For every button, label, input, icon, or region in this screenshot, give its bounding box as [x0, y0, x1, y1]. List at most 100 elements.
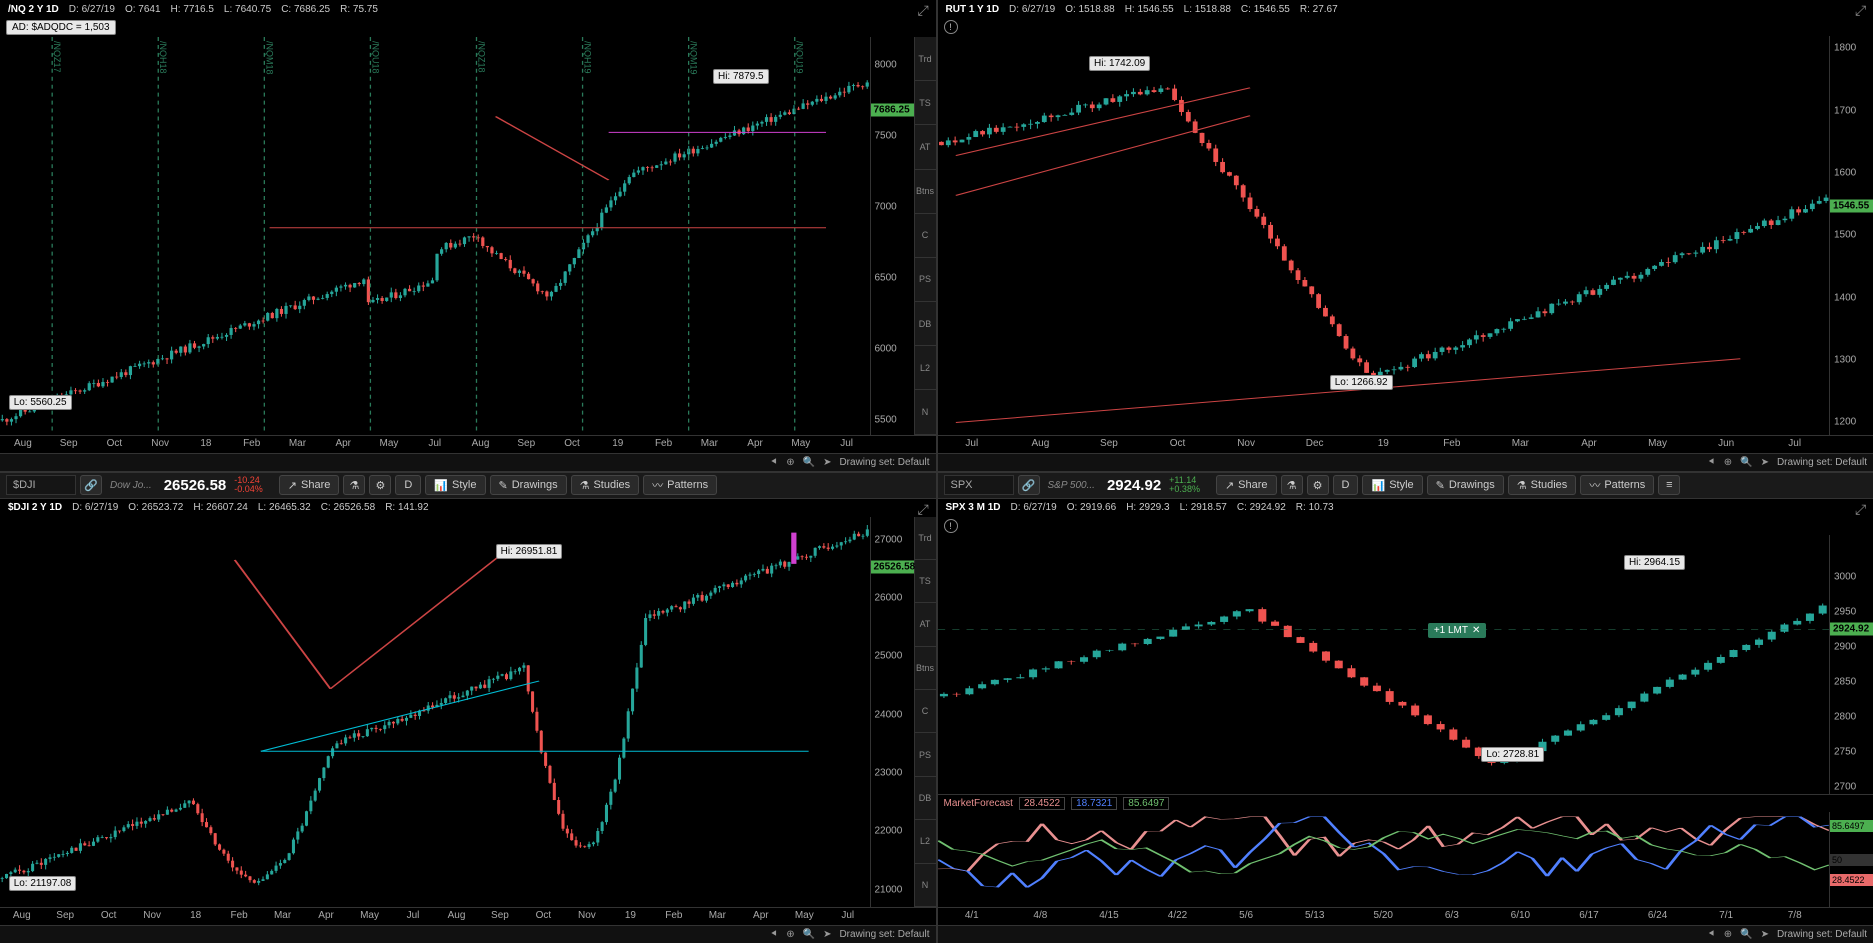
side-tab-l2[interactable]: L2: [915, 820, 936, 863]
style-button[interactable]: 📊 Style: [1362, 475, 1422, 495]
crosshair-icon[interactable]: ⊕: [1724, 457, 1732, 468]
link-icon[interactable]: 🔗: [1018, 475, 1040, 495]
yaxis-rut: 18001700160015001400130012001546.55: [1829, 36, 1873, 435]
zoom-icon[interactable]: 🔍: [1740, 929, 1752, 940]
price-label: Lo: 5560.25: [9, 395, 72, 410]
yaxis-nq: 8000750070006500600055007686.25: [870, 37, 914, 435]
nav-left-icon[interactable]: ⯇: [1708, 929, 1716, 940]
panel-spx: 🔗 S&P 500... 2924.92 +11.14 +0.38% ↗ Sha…: [938, 473, 1873, 943]
crosshair-icon[interactable]: ⊕: [786, 457, 794, 468]
info-icon[interactable]: !: [944, 20, 958, 34]
drawings-button[interactable]: ✎ Drawings: [1427, 475, 1504, 495]
ohlc-bar-nq: /NQ 2 Y 1D D: 6/27/19 O: 7641 H: 7716.5 …: [0, 0, 936, 18]
chart-nq[interactable]: /NQZ17/NQH18/NQM18/NQU18/NQZ18/NQH19/NQM…: [0, 37, 870, 435]
side-tab-at[interactable]: AT: [915, 603, 936, 646]
drawing-set-label[interactable]: Drawing set: Default: [839, 929, 929, 940]
side-tab-trd[interactable]: Trd: [915, 37, 936, 81]
panel-nq: /NQ 2 Y 1D D: 6/27/19 O: 7641 H: 7716.5 …: [0, 0, 936, 471]
symbol-input-spx[interactable]: [944, 475, 1014, 495]
contract-label: /NQM18: [264, 41, 274, 75]
nav-left-icon[interactable]: ⯇: [1708, 457, 1716, 468]
side-tab-l2[interactable]: L2: [915, 346, 936, 390]
link-icon[interactable]: 🔗: [80, 475, 102, 495]
drawing-set-label[interactable]: Drawing set: Default: [1777, 929, 1867, 940]
patterns-button[interactable]: 〰 Patterns: [1580, 475, 1654, 495]
desc-dji: Dow Jo...: [110, 480, 152, 491]
chart-rut[interactable]: Hi: 1742.09Lo: 1266.92: [938, 36, 1830, 435]
chart-dji[interactable]: Hi: 26951.81 Lo: 21197.08: [0, 517, 870, 908]
side-tab-n[interactable]: N: [915, 390, 936, 434]
xaxis-nq: AugSepOctNov18FebMarAprMayJulAugSepOct19…: [0, 435, 870, 453]
side-tab-c[interactable]: C: [915, 214, 936, 258]
share-button[interactable]: ↗ Share: [279, 475, 340, 495]
side-tab-ts[interactable]: TS: [915, 81, 936, 125]
gear-icon[interactable]: ⚙: [1307, 475, 1329, 495]
side-tab-ps[interactable]: PS: [915, 733, 936, 776]
gear-icon[interactable]: ⚙: [369, 475, 391, 495]
ohlc-bar-rut: RUT 1 Y 1D D: 6/27/19 O: 1518.88 H: 1546…: [938, 0, 1873, 18]
side-tab-db[interactable]: DB: [915, 777, 936, 820]
title-spx: SPX 3 M 1D: [946, 502, 1001, 513]
zoom-icon[interactable]: 🔍: [803, 929, 815, 940]
menu-icon[interactable]: ≡: [1658, 475, 1680, 495]
drawing-set-label[interactable]: Drawing set: Default: [839, 457, 929, 468]
nav-left-icon[interactable]: ⯇: [770, 457, 778, 468]
contract-label: /NQU18: [370, 41, 380, 74]
desc-spx: S&P 500...: [1048, 480, 1095, 491]
interval-button[interactable]: D: [1333, 475, 1359, 495]
chart-spx[interactable]: Hi: 2964.15Lo: 2728.81+1 LMT ✕: [938, 535, 1830, 795]
drawings-button[interactable]: ✎ Drawings: [490, 475, 567, 495]
zoom-icon[interactable]: 🔍: [1740, 457, 1752, 468]
price-label: Hi: 26951.81: [496, 544, 563, 559]
lmt-order-badge[interactable]: +1 LMT ✕: [1428, 623, 1487, 638]
last-price-dji: 26526.58: [164, 477, 227, 494]
maximize-icon[interactable]: ⤢: [918, 501, 934, 517]
nav-left-icon[interactable]: ⯇: [770, 929, 778, 940]
xaxis-dji: AugSepOctNov18FebMarAprMayJulAugSepOctNo…: [0, 907, 870, 925]
side-tab-ts[interactable]: TS: [915, 560, 936, 603]
crosshair-icon[interactable]: ⊕: [786, 929, 794, 940]
title-rut: RUT 1 Y 1D: [946, 4, 1000, 15]
side-tab-db[interactable]: DB: [915, 302, 936, 346]
side-tab-c[interactable]: C: [915, 690, 936, 733]
symbol-input-dji[interactable]: [6, 475, 76, 495]
maximize-icon[interactable]: ⤢: [1855, 2, 1871, 18]
side-tab-btns[interactable]: Btns: [915, 170, 936, 214]
cursor-icon[interactable]: ➤: [1761, 457, 1769, 468]
ohlc-bar-dji: $DJI 2 Y 1D D: 6/27/19 O: 26523.72 H: 26…: [0, 499, 936, 517]
side-tab-n[interactable]: N: [915, 864, 936, 907]
studies-button[interactable]: ⚗ Studies: [1508, 475, 1577, 495]
style-button[interactable]: 📊 Style: [425, 475, 485, 495]
side-tab-btns[interactable]: Btns: [915, 647, 936, 690]
contract-label: /NQZ18: [476, 41, 486, 73]
share-button[interactable]: ↗ Share: [1216, 475, 1277, 495]
yaxis-spx: 30002950290028502800275027002924.92: [1829, 535, 1873, 795]
cursor-icon[interactable]: ➤: [1761, 929, 1769, 940]
side-tab-at[interactable]: AT: [915, 125, 936, 169]
toolbar-dji: 🔗 Dow Jo... 26526.58 -10.24 -0.04% ↗ Sha…: [0, 473, 936, 499]
title-dji: $DJI 2 Y 1D: [8, 502, 62, 513]
side-tab-ps[interactable]: PS: [915, 258, 936, 302]
crosshair-icon[interactable]: ⊕: [1724, 929, 1732, 940]
close-icon[interactable]: ✕: [1472, 625, 1480, 636]
market-forecast-chart[interactable]: [938, 812, 1830, 907]
toolbar-spx: 🔗 S&P 500... 2924.92 +11.14 +0.38% ↗ Sha…: [938, 473, 1873, 499]
cursor-icon[interactable]: ➤: [823, 457, 831, 468]
side-tab-trd[interactable]: Trd: [915, 517, 936, 560]
drawing-set-label[interactable]: Drawing set: Default: [1777, 457, 1867, 468]
maximize-icon[interactable]: ⤢: [1855, 501, 1871, 517]
zoom-icon[interactable]: 🔍: [803, 457, 815, 468]
last-price-spx: 2924.92: [1107, 477, 1161, 494]
maximize-icon[interactable]: ⤢: [918, 2, 934, 18]
side-tabs: TrdTSATBtnsCPSDBL2N: [914, 37, 936, 435]
patterns-button[interactable]: 〰 Patterns: [643, 475, 717, 495]
interval-button[interactable]: D: [395, 475, 421, 495]
studies-button[interactable]: ⚗ Studies: [571, 475, 640, 495]
price-label: Lo: 21197.08: [9, 876, 77, 891]
info-icon[interactable]: !: [944, 519, 958, 533]
flask-icon[interactable]: ⚗: [343, 475, 365, 495]
footer-nq: ⯇ ⊕ 🔍 ➤ Drawing set: Default: [0, 453, 936, 471]
cursor-icon[interactable]: ➤: [823, 929, 831, 940]
flask-icon[interactable]: ⚗: [1281, 475, 1303, 495]
contract-label: /NQH18: [158, 41, 168, 74]
